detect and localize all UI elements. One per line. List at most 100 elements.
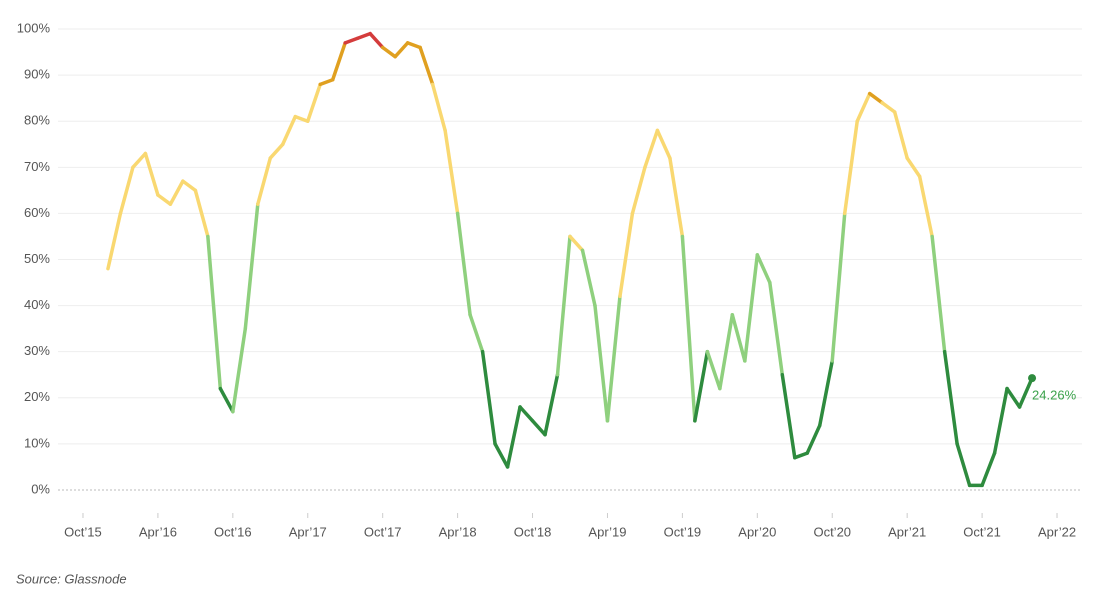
y-tick-label: 20% <box>24 389 50 404</box>
line-segment <box>543 372 560 437</box>
line-segment <box>131 151 148 170</box>
x-tick-label: Apr’17 <box>289 524 327 539</box>
line-segment <box>992 386 1009 455</box>
line-segment <box>330 41 347 82</box>
line-segment <box>855 91 872 123</box>
line-segment <box>630 165 647 216</box>
line-segment <box>743 253 760 363</box>
line-segment <box>818 359 834 428</box>
line-segment <box>106 211 123 271</box>
line-segment <box>268 142 285 160</box>
line-segment <box>256 156 273 206</box>
line-segment <box>755 253 772 285</box>
line-segment <box>143 151 160 197</box>
line-segment <box>730 313 747 363</box>
line-segment <box>231 326 248 414</box>
line-segment <box>805 423 822 455</box>
line-segment <box>580 248 597 308</box>
x-tick-label: Apr’19 <box>588 524 626 539</box>
line-segment <box>680 234 697 423</box>
line-segment <box>1017 376 1034 409</box>
line-segment <box>393 41 410 59</box>
line-segment <box>181 179 198 193</box>
y-tick-label: 10% <box>24 435 50 450</box>
line-segment <box>168 179 185 206</box>
y-tick-label: 0% <box>31 481 50 496</box>
line-segment <box>930 234 947 354</box>
line-segment <box>518 405 535 423</box>
line-segment <box>955 442 972 488</box>
y-tick-label: 40% <box>24 297 50 312</box>
source: Source: Glassnode <box>16 571 127 586</box>
line-segment <box>892 110 909 160</box>
line-segment <box>605 294 622 423</box>
y-tick-label: 70% <box>24 159 50 174</box>
line-segment <box>1005 386 1022 409</box>
y-tick-label: 50% <box>24 251 50 266</box>
x-tick-label: Apr’16 <box>139 524 177 539</box>
line-segment <box>493 442 510 469</box>
line-segment <box>505 405 522 469</box>
value-label: 24.26% <box>1032 388 1077 403</box>
line-segment <box>355 31 372 41</box>
line-segment <box>693 349 710 423</box>
line-segment <box>655 128 672 160</box>
line-segment <box>905 156 922 179</box>
line-segment <box>405 41 422 50</box>
line-segment <box>368 31 385 50</box>
line-segment <box>555 234 572 377</box>
line-segment <box>793 451 810 460</box>
x-tick-label: Apr’18 <box>439 524 477 539</box>
x-tick-label: Oct’15 <box>64 524 102 539</box>
line-segment <box>193 188 210 239</box>
line-segment <box>306 82 322 123</box>
y-tick-label: 100% <box>17 20 51 35</box>
line-segment <box>780 372 797 460</box>
line-segment <box>568 234 585 253</box>
line-segment <box>281 114 298 147</box>
y-tick-label: 30% <box>24 343 50 358</box>
line-segment <box>343 36 360 45</box>
line-segment <box>643 128 660 170</box>
line-segment <box>318 77 335 87</box>
line-segment <box>206 234 223 391</box>
line-segment <box>917 174 934 239</box>
line-segment <box>705 349 722 391</box>
line-segment <box>830 211 847 363</box>
x-tick-label: Oct’20 <box>813 524 851 539</box>
line-segment <box>380 45 397 59</box>
line-segment <box>980 451 997 488</box>
line-segment <box>593 303 610 423</box>
line-segment <box>942 349 959 446</box>
line-segment <box>480 349 497 446</box>
line-segment <box>768 280 785 377</box>
x-tick-label: Oct’21 <box>963 524 1001 539</box>
x-tick-label: Oct’17 <box>364 524 402 539</box>
y-tick-label: 90% <box>24 67 50 82</box>
line-segment <box>455 211 472 317</box>
line-segment <box>118 165 135 216</box>
line-segment <box>842 119 859 216</box>
line-segment <box>618 211 635 299</box>
x-tick-label: Apr’20 <box>738 524 776 539</box>
x-tick-label: Oct’16 <box>214 524 252 539</box>
line-segment <box>718 313 735 391</box>
x-tick-label: Apr’22 <box>1038 524 1076 539</box>
x-tick-label: Oct’19 <box>664 524 702 539</box>
x-tick-label: Oct’18 <box>514 524 552 539</box>
line-segment <box>668 156 685 239</box>
y-tick-label: 60% <box>24 205 50 220</box>
line-segment <box>218 386 235 414</box>
line-segment <box>880 101 897 114</box>
end-dot <box>1028 374 1037 383</box>
line-segment <box>443 128 460 216</box>
line-segment <box>530 419 547 437</box>
line-segment <box>468 313 485 354</box>
line-segment <box>293 114 310 123</box>
line-segment <box>430 82 447 133</box>
line-segment <box>156 193 173 206</box>
line-segment <box>867 91 884 105</box>
y-tick-label: 80% <box>24 113 50 128</box>
line-segment <box>243 202 260 331</box>
